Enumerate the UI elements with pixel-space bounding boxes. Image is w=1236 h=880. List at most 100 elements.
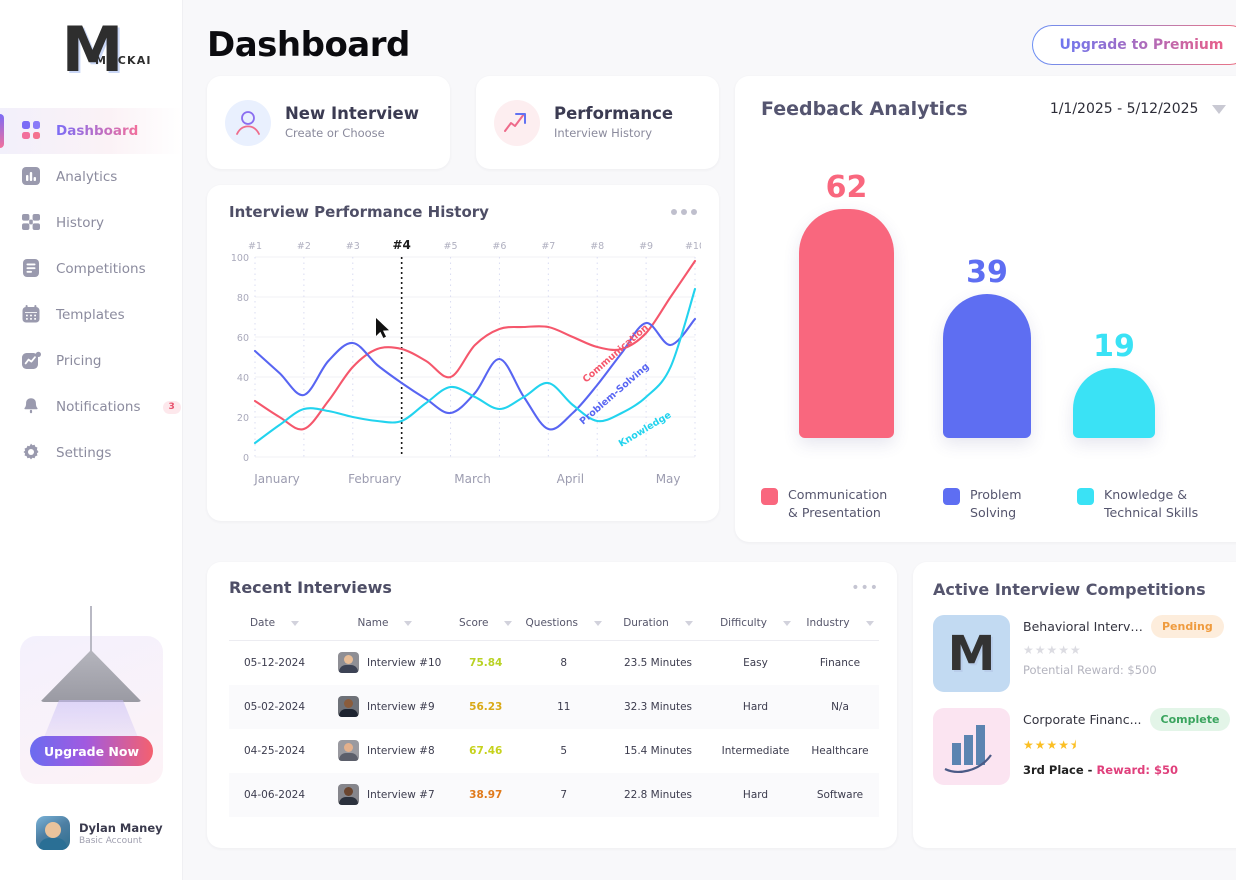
column-label: Name <box>357 617 389 629</box>
cell-difficulty: Hard <box>710 684 801 729</box>
table-column-header[interactable]: Industry <box>801 609 879 641</box>
sidebar-item-settings[interactable]: Settings <box>0 430 182 476</box>
sort-icon[interactable] <box>684 620 693 626</box>
table-column-header[interactable]: Score <box>450 609 522 641</box>
bar-group[interactable]: 62 <box>799 170 894 438</box>
legend-swatch <box>761 487 778 505</box>
competition-name: Corporate Financ... <box>1023 712 1142 727</box>
cell-difficulty: Easy <box>743 656 768 669</box>
upgrade-now-button[interactable]: Upgrade Now <box>30 736 153 766</box>
legend-swatch <box>943 487 960 505</box>
sidebar-item-label: Notifications <box>56 399 141 415</box>
user-name: Dylan Maney <box>79 820 163 835</box>
table-body: 05-12-2024 Interview #10 75.84 8 23.5 Mi… <box>229 641 879 817</box>
sidebar-item-notifications[interactable]: Notifications 3 <box>0 384 182 430</box>
bar-group[interactable]: 39 <box>943 255 1031 438</box>
sidebar-item-history[interactable]: History <box>0 200 182 246</box>
upgrade-to-premium-button[interactable]: Upgrade to Premium <box>1032 25 1236 65</box>
recent-interviews-table: Date Name Score Questions Duration Difficulty… <box>229 609 879 817</box>
cell-difficulty: Hard <box>710 772 801 817</box>
competitions-list: M Behavioral Intervie... Pending ★★★★★ P… <box>933 615 1231 785</box>
svg-text:May: May <box>656 472 681 486</box>
legend-label: Communication & Presentation <box>788 486 888 520</box>
cell-score: 38.97 <box>450 772 522 817</box>
svg-text:#5: #5 <box>444 241 458 252</box>
cell-industry: Healthcare <box>811 744 869 757</box>
cell-questions: 7 <box>521 772 606 817</box>
table-row[interactable]: 05-12-2024 Interview #10 75.84 8 23.5 Mi… <box>229 641 879 685</box>
sort-icon[interactable] <box>404 620 413 626</box>
performance-card[interactable]: Performance Interview History <box>476 76 719 169</box>
table-row[interactable]: 05-02-2024 Interview #9 56.23 11 32.3 Mi… <box>229 684 879 729</box>
svg-text:#3: #3 <box>346 241 360 252</box>
sidebar-nav: Dashboard Analytics <box>0 108 182 476</box>
chart-card-header: Interview Performance History <box>221 203 703 221</box>
competition-item[interactable]: M Behavioral Intervie... Pending ★★★★★ P… <box>933 615 1230 692</box>
recent-interviews-card: Recent Interviews ••• Date Name Score Quest… <box>207 562 897 848</box>
app-logo[interactable]: M MOCKAI <box>0 0 182 100</box>
performance-line-chart[interactable]: 0 20 40 60 80 100#1 #2 #3 #4 #5 #6 #7 #8 #9 #10 January… <box>221 235 705 501</box>
sidebar-item-dashboard[interactable]: Dashboard <box>0 108 182 154</box>
table-column-header[interactable]: Date <box>229 609 320 641</box>
avatar <box>338 652 359 674</box>
sidebar-item-pricing[interactable]: Pricing <box>0 338 182 384</box>
legend-item: Communication & Presentation <box>761 486 887 523</box>
competition-item[interactable]: Corporate Financ... Complete ★★★★⯨ 3rd P… <box>933 708 1231 785</box>
table-column-header[interactable]: Name <box>320 609 450 641</box>
cell-duration: 32.3 Minutes <box>606 684 710 729</box>
sidebar-item-label: History <box>56 215 105 231</box>
sort-icon[interactable] <box>504 620 513 626</box>
sort-icon[interactable] <box>782 620 791 626</box>
legend-item: Problem Solving <box>943 486 1022 523</box>
status-badge: Pending <box>1151 615 1224 638</box>
trend-arrow-icon <box>494 99 540 146</box>
svg-text:#4: #4 <box>392 238 410 252</box>
svg-text:March: March <box>454 472 491 486</box>
sidebar-item-analytics[interactable]: Analytics <box>0 154 182 200</box>
svg-text:80: 80 <box>237 293 249 304</box>
new-interview-card[interactable]: New Interview Create or Choose <box>207 76 450 169</box>
cell-name: Interview #8 <box>320 729 450 773</box>
sidebar-item-label: Settings <box>56 445 112 461</box>
date-range-selector[interactable]: 1/1/2025 - 5/12/2025 <box>1050 101 1227 117</box>
competition-reward: 3rd Place - Reward: $50 <box>1023 763 1178 777</box>
feedback-analytics-card: Feedback Analytics 1/1/2025 - 5/12/2025 … <box>735 76 1236 542</box>
three-dots-icon[interactable] <box>671 209 697 215</box>
bar-group[interactable]: 19 <box>1073 329 1155 438</box>
notifications-badge: 3 <box>162 400 181 414</box>
legend-swatch <box>1077 487 1094 505</box>
sort-icon[interactable] <box>291 620 300 626</box>
cell-industry: Software <box>801 772 879 817</box>
table-column-header[interactable]: Duration <box>606 609 710 641</box>
table-row[interactable]: 04-06-2024 Interview #7 38.97 7 22.8 Min… <box>229 772 879 817</box>
svg-text:100: 100 <box>231 253 249 264</box>
column-label: Score <box>459 617 489 629</box>
three-dots-icon[interactable]: ••• <box>851 579 879 596</box>
upgrade-promo-card: Upgrade Now <box>20 606 163 784</box>
chart-title: Interview Performance History <box>229 203 489 221</box>
calendar-icon <box>22 305 42 325</box>
avatar <box>36 816 70 850</box>
cell-date: 05-12-2024 <box>243 656 306 669</box>
cell-name: Interview #7 <box>320 772 450 817</box>
sort-icon[interactable] <box>593 620 602 626</box>
bar-value: 39 <box>966 255 1008 290</box>
performance-subtitle: Interview History <box>554 126 653 141</box>
avatar <box>338 740 359 761</box>
cell-industry: N/a <box>801 684 879 729</box>
table-column-header[interactable]: Difficulty <box>710 609 801 641</box>
sort-icon[interactable] <box>865 620 874 626</box>
grid-icon <box>22 121 42 141</box>
table-column-header[interactable]: Questions <box>521 609 606 641</box>
main-content: Dashboard Upgrade to Premium <box>183 0 1236 880</box>
table-row[interactable]: 04-25-2024 Interview #8 67.46 5 15.4 Min… <box>229 729 879 773</box>
svg-text:40: 40 <box>237 373 249 384</box>
column-label: Date <box>249 617 276 629</box>
user-profile[interactable]: Dylan Maney Basic Account <box>36 816 163 850</box>
sidebar-item-competitions[interactable]: Competitions <box>0 246 182 292</box>
bell-icon <box>22 397 42 417</box>
sidebar-item-label: Dashboard <box>56 123 139 139</box>
chevron-down-icon[interactable] <box>1212 104 1227 114</box>
cell-score: 75.84 <box>469 656 503 669</box>
sidebar-item-templates[interactable]: Templates <box>0 292 182 338</box>
